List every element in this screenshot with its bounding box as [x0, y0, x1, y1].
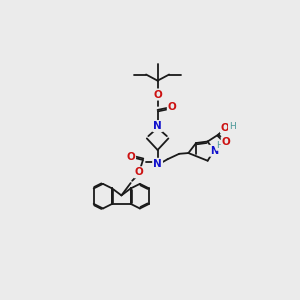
Text: O: O: [135, 167, 143, 177]
Text: O: O: [221, 123, 230, 133]
Text: N: N: [153, 121, 162, 131]
Text: O: O: [222, 137, 230, 147]
Text: O: O: [168, 102, 177, 112]
Text: O: O: [126, 152, 135, 162]
Text: N: N: [210, 146, 218, 156]
Text: H: H: [217, 141, 223, 150]
Text: H: H: [229, 122, 236, 130]
Text: N: N: [153, 159, 162, 169]
Text: O: O: [153, 89, 162, 100]
